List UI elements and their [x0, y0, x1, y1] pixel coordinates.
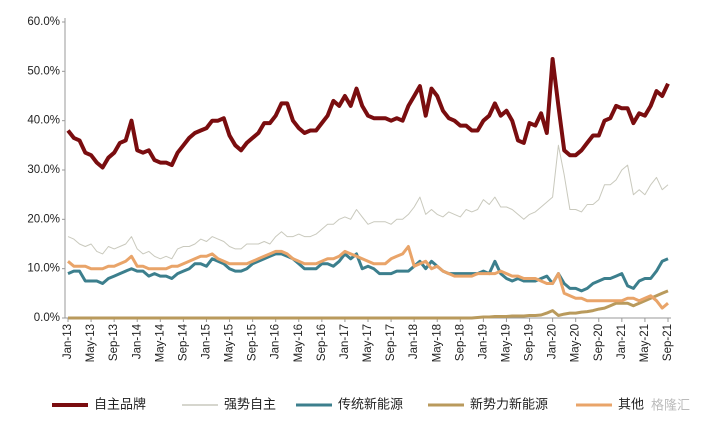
x-tick-label: Sep-15	[247, 324, 259, 361]
x-tick-label: May-17	[362, 324, 374, 362]
x-tick-label: Sep-14	[177, 323, 189, 361]
y-tick-label: 40.0%	[27, 115, 60, 127]
y-tick-label: 50.0%	[27, 65, 60, 77]
x-tick-label: Sep-18	[454, 324, 466, 361]
series-line	[67, 252, 669, 293]
x-tick-label: Jan-14	[131, 323, 143, 359]
x-tick-label: Sep-19	[524, 324, 536, 361]
x-tick-label: Sep-16	[316, 324, 328, 361]
x-tick-label: Jan-15	[200, 324, 212, 359]
y-tick-label: 10.0%	[27, 263, 60, 275]
series-line	[66, 57, 670, 170]
legend-label: 其他	[618, 396, 644, 411]
series-line	[68, 289, 669, 320]
plot: 0.0% 10.0% 20.0% 30.0% 40.0% 50.0% 60.0% Jan-13…	[27, 16, 674, 411]
x-tick-label: Jan-13	[62, 324, 74, 359]
legend-label: 自主品牌	[94, 396, 146, 411]
y-tick-label: 0.0%	[34, 312, 60, 324]
x-tick-label: May-14	[154, 323, 166, 362]
series-line	[67, 245, 669, 310]
legend-label: 强势自主	[224, 396, 276, 411]
x-tick-label: May-15	[224, 324, 236, 362]
x-tick-label: Jan-19	[477, 324, 489, 359]
legend-label: 新势力新能源	[470, 396, 548, 411]
x-tick-label: May-13	[85, 324, 97, 362]
series-line	[67, 144, 669, 260]
x-tick-label: Jan-18	[408, 324, 420, 359]
x-tick-label: Sep-13	[108, 324, 120, 361]
x-tick-label: May-19	[500, 324, 512, 362]
x-tick-label: May-18	[431, 324, 443, 362]
x-tick-label: Sep-21	[662, 324, 674, 361]
x-tick-label: Jan-17	[339, 324, 351, 359]
y-tick-label: 60.0%	[27, 16, 60, 28]
x-tick-label: Sep-17	[385, 324, 397, 361]
x-tick-label: Sep-20	[593, 324, 605, 361]
x-tick-label: Jan-21	[616, 324, 628, 359]
x-tick-label: May-21	[639, 324, 651, 362]
y-tick-label: 20.0%	[27, 213, 60, 225]
x-tick-label: May-20	[570, 324, 582, 362]
x-tick-label: Jan-20	[547, 324, 559, 359]
x-tick-label: Jan-16	[270, 324, 282, 359]
y-tick-label: 30.0%	[27, 164, 60, 176]
watermark: 格隆汇	[651, 397, 690, 412]
legend-label: 传统新能源	[338, 396, 403, 411]
x-tick-label: May-16	[293, 324, 305, 362]
